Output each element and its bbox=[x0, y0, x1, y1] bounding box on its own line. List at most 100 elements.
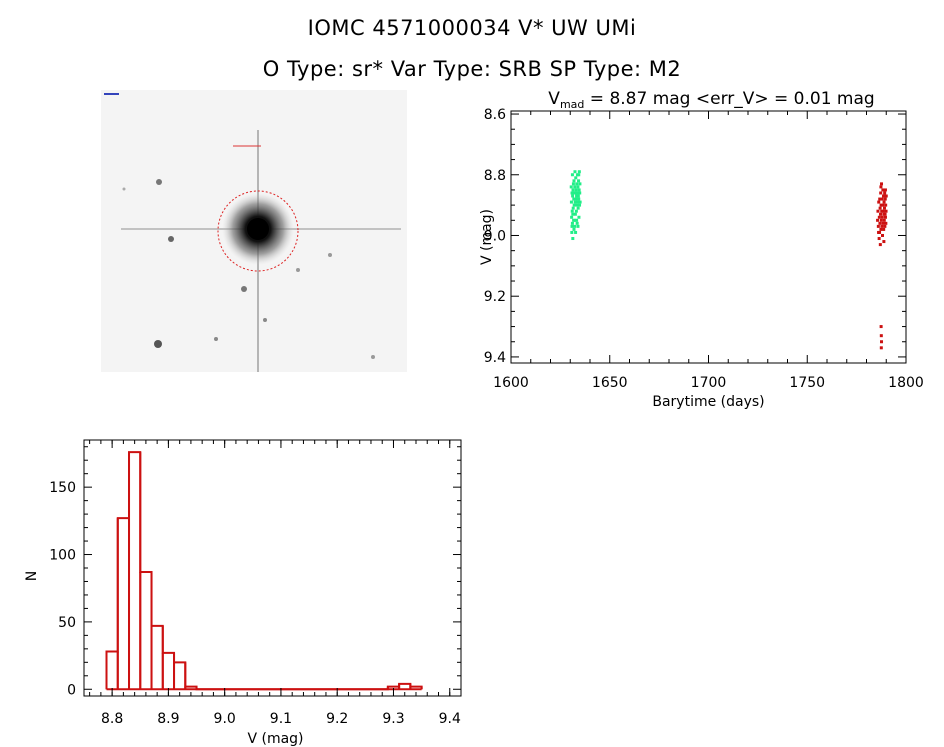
data-point bbox=[879, 218, 883, 222]
data-point bbox=[879, 203, 883, 207]
lightcurve-title-sub: mad bbox=[560, 98, 584, 111]
field-star bbox=[241, 286, 247, 292]
data-point bbox=[574, 188, 578, 192]
data-point bbox=[882, 206, 886, 210]
data-point bbox=[578, 182, 582, 186]
data-point bbox=[879, 346, 883, 350]
lightcurve-x-axis-label: Barytime (days) bbox=[652, 394, 764, 410]
x-tick-label: 8.8 bbox=[101, 711, 123, 727]
chart-title: IOMC 4571000034 V* UW UMi bbox=[307, 16, 637, 40]
data-point bbox=[879, 191, 883, 195]
data-point bbox=[571, 212, 575, 216]
data-point bbox=[880, 182, 884, 186]
data-point bbox=[880, 197, 884, 201]
data-point bbox=[578, 203, 582, 207]
field-star bbox=[122, 187, 126, 191]
data-point bbox=[569, 200, 573, 204]
data-point bbox=[574, 191, 578, 195]
x-tick-label: 9.0 bbox=[214, 711, 236, 727]
histogram-ticks: 8.8 8.9 9.0 9.1 9.2 9.3 9.4 0 50 100 150 bbox=[49, 440, 462, 727]
data-point bbox=[879, 334, 883, 338]
data-point bbox=[578, 200, 582, 204]
data-point bbox=[883, 224, 887, 228]
x-tick-label: 9.2 bbox=[326, 711, 348, 727]
data-point bbox=[577, 179, 581, 183]
data-point bbox=[876, 218, 880, 222]
data-point bbox=[882, 240, 886, 244]
data-point bbox=[577, 215, 581, 219]
field-star bbox=[156, 179, 162, 185]
data-point bbox=[880, 224, 884, 228]
data-point bbox=[884, 209, 888, 213]
data-point bbox=[570, 230, 574, 234]
data-point bbox=[570, 173, 574, 177]
data-point bbox=[883, 212, 887, 216]
data-point bbox=[880, 340, 884, 344]
data-point bbox=[881, 194, 885, 198]
data-point bbox=[883, 197, 887, 201]
data-point bbox=[573, 218, 577, 222]
y-tick-label: 9.0 bbox=[484, 228, 506, 244]
histogram-outline bbox=[105, 451, 423, 691]
data-point bbox=[575, 218, 579, 222]
field-star bbox=[168, 236, 174, 242]
data-point bbox=[884, 221, 888, 225]
data-point bbox=[879, 212, 883, 216]
data-point bbox=[570, 191, 574, 195]
data-point bbox=[577, 188, 581, 192]
x-tick-label: 1750 bbox=[789, 375, 825, 391]
data-point bbox=[577, 173, 581, 177]
data-point bbox=[882, 200, 886, 204]
field-star bbox=[214, 337, 218, 341]
data-point bbox=[876, 209, 880, 213]
target-star bbox=[247, 218, 269, 240]
chart-subtitle: O Type: sr* Var Type: SRB SP Type: M2 bbox=[262, 57, 682, 81]
data-point bbox=[571, 188, 575, 192]
data-point bbox=[569, 185, 573, 189]
histogram-bars bbox=[105, 451, 423, 691]
data-point bbox=[572, 197, 576, 201]
data-point bbox=[883, 191, 887, 195]
x-tick-label: 9.3 bbox=[382, 711, 404, 727]
data-point bbox=[877, 200, 881, 204]
data-point bbox=[570, 215, 574, 219]
histogram-plot: 8.8 8.9 9.0 9.1 9.2 9.3 9.4 0 50 100 150 V (mag) N bbox=[24, 439, 462, 747]
y-tick-label: 100 bbox=[49, 548, 76, 564]
data-point bbox=[577, 170, 581, 174]
target-circle bbox=[217, 190, 299, 272]
x-tick-label: 9.4 bbox=[439, 711, 461, 727]
data-point bbox=[572, 179, 576, 183]
field-star bbox=[154, 340, 162, 348]
x-tick-label: 8.9 bbox=[157, 711, 179, 727]
data-point bbox=[575, 203, 579, 207]
data-point bbox=[881, 209, 885, 213]
data-point bbox=[884, 194, 888, 198]
data-point bbox=[575, 191, 579, 195]
data-point bbox=[879, 325, 883, 329]
histogram-y-axis-label: N bbox=[24, 571, 40, 581]
y-tick-label: 8.8 bbox=[484, 168, 506, 184]
data-point bbox=[880, 209, 884, 213]
x-tick-label: 1600 bbox=[493, 375, 529, 391]
data-point bbox=[570, 224, 574, 228]
data-point bbox=[574, 230, 578, 234]
lightcurve-title-rest: = 8.87 mag <err_V> = 0.01 mag bbox=[584, 89, 874, 109]
data-point bbox=[882, 227, 886, 231]
data-point bbox=[575, 194, 579, 198]
x-tick-label: 1650 bbox=[592, 375, 628, 391]
y-tick-label: 8.6 bbox=[484, 107, 506, 123]
data-point bbox=[576, 206, 580, 210]
data-point bbox=[576, 200, 580, 204]
data-point bbox=[877, 230, 881, 234]
lightcurve-title-prefix: V bbox=[548, 89, 560, 109]
x-tick-label: 1700 bbox=[691, 375, 727, 391]
histogram-x-axis-label: V (mag) bbox=[247, 731, 303, 747]
data-point bbox=[574, 176, 578, 180]
data-point bbox=[881, 221, 885, 225]
data-point bbox=[571, 206, 575, 210]
data-point bbox=[574, 209, 578, 213]
data-point bbox=[571, 237, 575, 241]
data-point bbox=[877, 237, 881, 241]
data-point bbox=[576, 194, 580, 198]
data-point bbox=[570, 209, 574, 213]
